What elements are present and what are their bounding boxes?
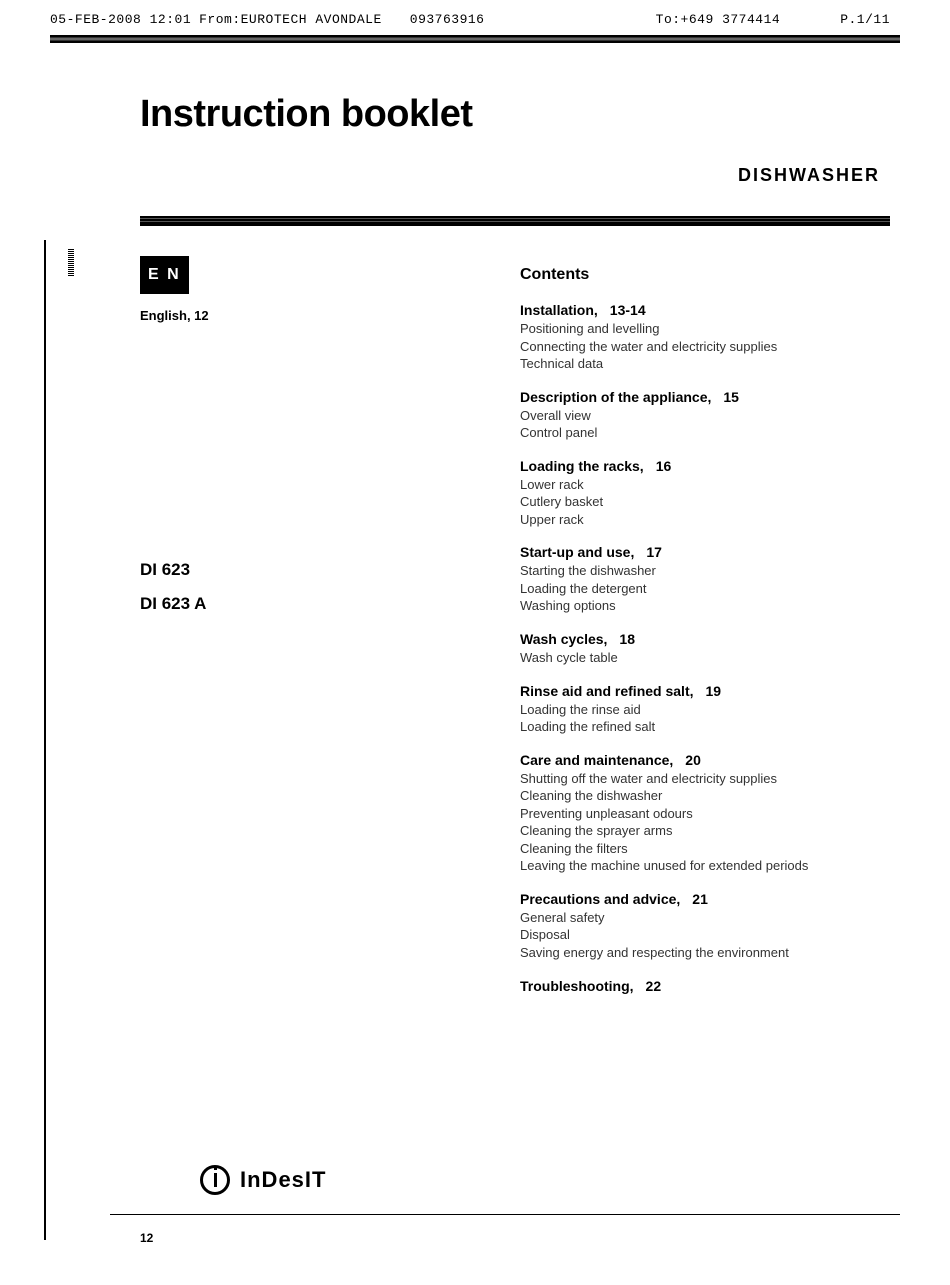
- toc-heading-text: Start-up and use,: [520, 544, 634, 560]
- toc-item: Saving energy and respecting the environ…: [520, 944, 890, 962]
- toc-heading-pages: 15: [723, 389, 739, 405]
- toc-item: Washing options: [520, 597, 890, 615]
- toc-item: Loading the detergent: [520, 580, 890, 598]
- fax-to: To:+649 3774414: [656, 12, 781, 27]
- toc-heading-text: Description of the appliance,: [520, 389, 711, 405]
- toc-heading-pages: 16: [656, 458, 672, 474]
- toc-item: Loading the refined salt: [520, 718, 890, 736]
- toc-item: Preventing unpleasant odours: [520, 805, 890, 823]
- brand-name: InDesIT: [240, 1167, 326, 1193]
- toc-item: Shutting off the water and electricity s…: [520, 770, 890, 788]
- toc-item: Leaving the machine unused for extended …: [520, 857, 890, 875]
- toc-section: Installation, 13-14 Positioning and levell…: [520, 302, 890, 373]
- toc-heading-pages: 13-14: [610, 302, 646, 318]
- toc-heading-text: Troubleshooting,: [520, 978, 634, 994]
- brand-logo-icon: [200, 1165, 230, 1195]
- fax-from-number: 093763916: [410, 12, 485, 27]
- toc-heading-pages: 18: [619, 631, 635, 647]
- contents-title: Contents: [520, 266, 890, 284]
- toc-item: Cleaning the filters: [520, 840, 890, 858]
- toc-heading: Start-up and use, 17: [520, 544, 890, 560]
- toc-heading-text: Rinse aid and refined salt,: [520, 683, 694, 699]
- toc-item: Control panel: [520, 424, 890, 442]
- top-divider: [50, 35, 900, 43]
- language-badge: E N: [140, 256, 189, 294]
- toc-item: Starting the dishwasher: [520, 562, 890, 580]
- heavy-rule: [140, 216, 890, 226]
- toc-heading-text: Installation,: [520, 302, 598, 318]
- brand-area: InDesIT: [200, 1165, 326, 1195]
- left-margin-line: [44, 240, 46, 1240]
- toc-heading-pages: 20: [685, 752, 701, 768]
- toc-heading: Loading the racks, 16: [520, 458, 890, 474]
- language-label: English, 12: [140, 308, 500, 323]
- toc-heading: Wash cycles, 18: [520, 631, 890, 647]
- fax-page: P.1/11: [840, 12, 890, 27]
- toc-section: Description of the appliance, 15 Overall v…: [520, 389, 890, 442]
- toc-section: Rinse aid and refined salt, 19 Loading the…: [520, 683, 890, 736]
- toc-heading-text: Loading the racks,: [520, 458, 644, 474]
- right-column: Contents Installation, 13-14 Positioning a…: [520, 256, 890, 1010]
- fax-date: 05-FEB-2008 12:01: [50, 12, 191, 27]
- toc-heading-pages: 22: [646, 978, 662, 994]
- toc-item: Upper rack: [520, 511, 890, 529]
- toc-heading-pages: 17: [646, 544, 662, 560]
- product-type: DISHWASHER: [520, 165, 890, 186]
- toc-item: Technical data: [520, 355, 890, 373]
- toc-section: Troubleshooting, 22: [520, 978, 890, 994]
- main-title: Instruction booklet: [140, 93, 500, 136]
- toc-section: Start-up and use, 17 Starting the dishwash…: [520, 544, 890, 615]
- toc-item: Lower rack: [520, 476, 890, 494]
- fax-header-right: To:+649 3774414 P.1/11: [656, 12, 890, 27]
- toc-heading-text: Wash cycles,: [520, 631, 607, 647]
- left-column: E N English, 12 DI 623 DI 623 A: [140, 256, 500, 1010]
- toc-section: Precautions and advice, 21 General safetyD…: [520, 891, 890, 962]
- bottom-rule: [110, 1214, 900, 1215]
- toc-item: Cleaning the sprayer arms: [520, 822, 890, 840]
- toc-heading-text: Care and maintenance,: [520, 752, 673, 768]
- toc-heading: Rinse aid and refined salt, 19: [520, 683, 890, 699]
- toc-section: Loading the racks, 16 Lower rackCutlery ba…: [520, 458, 890, 529]
- fax-from: From:EUROTECH AVONDALE: [199, 12, 382, 27]
- page-number: 12: [140, 1231, 153, 1245]
- toc-heading: Description of the appliance, 15: [520, 389, 890, 405]
- fax-header-left: 05-FEB-2008 12:01 From:EUROTECH AVONDALE…: [50, 12, 484, 27]
- toc-item: Loading the rinse aid: [520, 701, 890, 719]
- model-numbers: DI 623 DI 623 A: [140, 553, 500, 621]
- toc-item: Cleaning the dishwasher: [520, 787, 890, 805]
- model-2: DI 623 A: [140, 587, 500, 621]
- toc-container: Installation, 13-14 Positioning and levell…: [520, 302, 890, 994]
- fax-header: 05-FEB-2008 12:01 From:EUROTECH AVONDALE…: [0, 0, 950, 27]
- toc-heading: Precautions and advice, 21: [520, 891, 890, 907]
- toc-item: Connecting the water and electricity sup…: [520, 338, 890, 356]
- toc-item: General safety: [520, 909, 890, 927]
- toc-heading: Troubleshooting, 22: [520, 978, 890, 994]
- toc-section: Wash cycles, 18 Wash cycle table: [520, 631, 890, 667]
- toc-heading-text: Precautions and advice,: [520, 891, 680, 907]
- toc-item: Positioning and levelling: [520, 320, 890, 338]
- toc-section: Care and maintenance, 20 Shutting off the …: [520, 752, 890, 875]
- model-1: DI 623: [140, 553, 500, 587]
- toc-heading: Care and maintenance, 20: [520, 752, 890, 768]
- toc-item: Wash cycle table: [520, 649, 890, 667]
- toc-heading-pages: 19: [706, 683, 722, 699]
- toc-item: Overall view: [520, 407, 890, 425]
- toc-item: Disposal: [520, 926, 890, 944]
- toc-item: Cutlery basket: [520, 493, 890, 511]
- side-mark: [68, 248, 74, 276]
- toc-heading-pages: 21: [692, 891, 708, 907]
- toc-heading: Installation, 13-14: [520, 302, 890, 318]
